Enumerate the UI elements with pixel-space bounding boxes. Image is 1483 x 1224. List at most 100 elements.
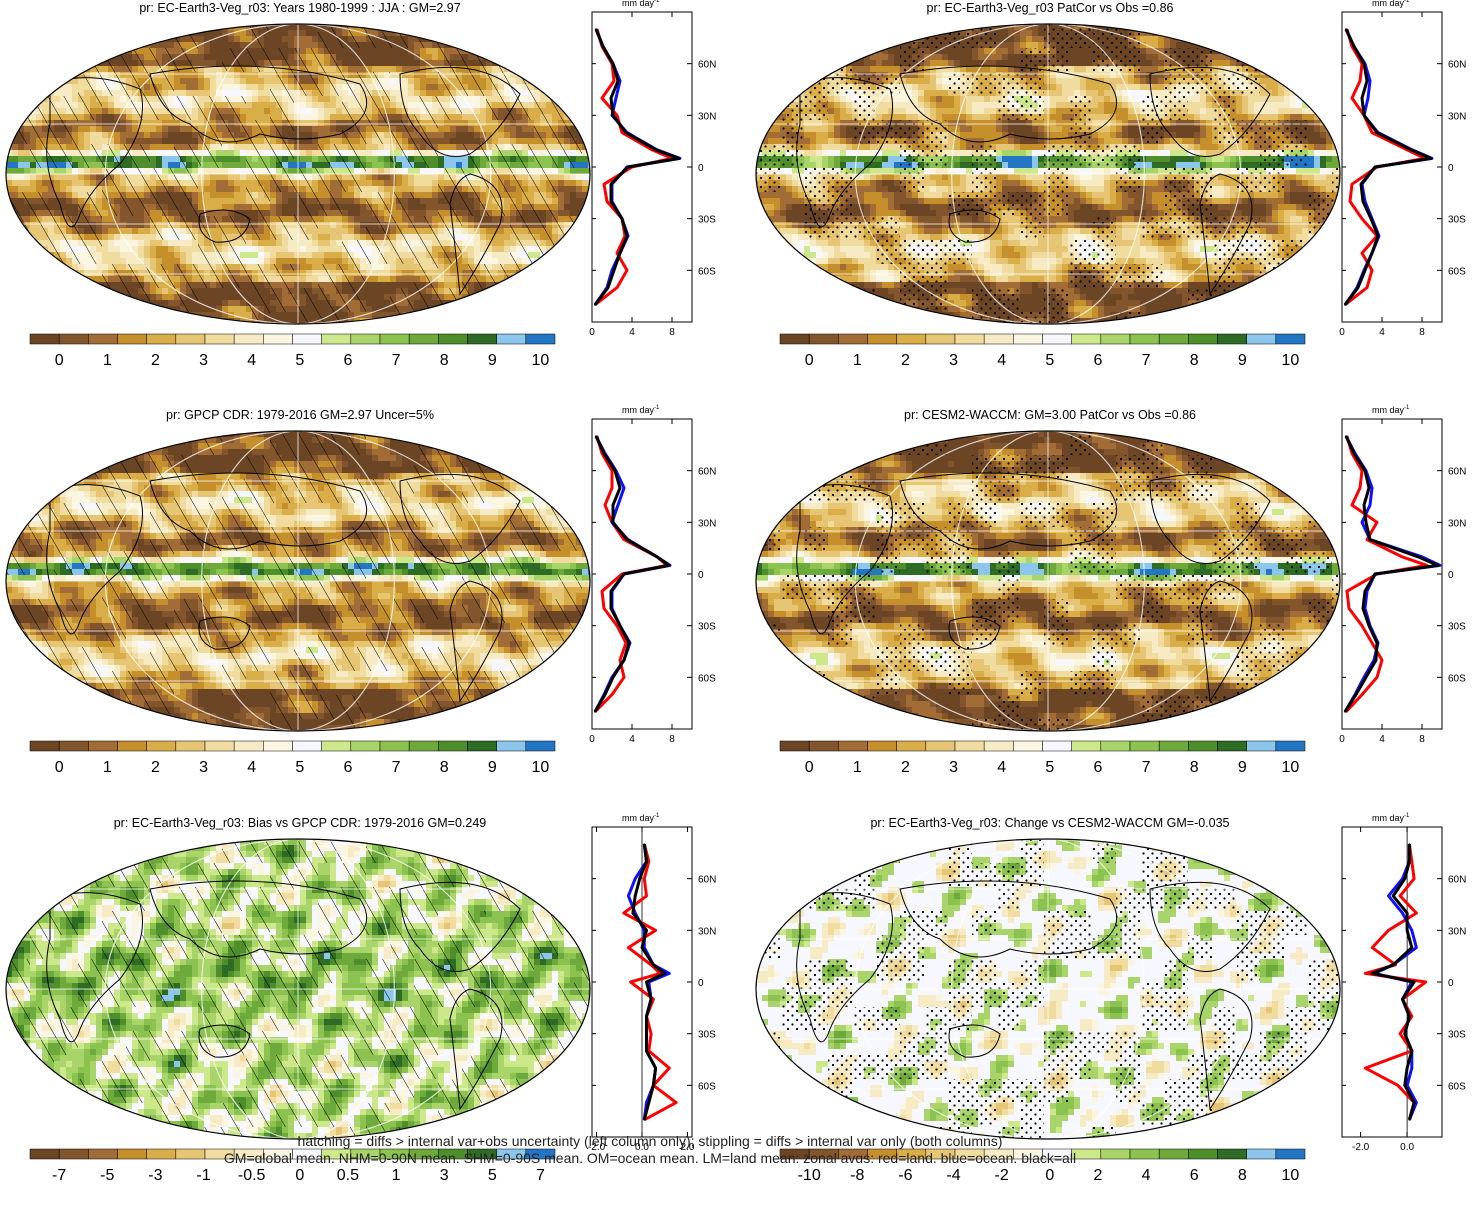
zonal-land-line-point [1361,217,1363,220]
zonal-frame [1341,11,1443,323]
zonal-all-line-point [623,573,625,575]
zonal-unit-text: mm day [1372,0,1404,8]
zonal-land-line-point [1364,1067,1367,1070]
zonal-land-line-point [1359,486,1361,489]
zonal-all-line-point [623,659,625,662]
zonal-xtick-label: 4 [1379,734,1385,745]
colorbar-swatch [1013,333,1043,345]
colorbar-swatch [233,333,264,345]
zonal-average-plot: 60N 30N 0 30S 60S 0 4 8 [1339,418,1466,745]
colorbar-label: 7 [536,1167,545,1184]
zonal-all-line-point [628,641,630,644]
zonal-land-line-point [1364,972,1367,975]
zonal-ytick-label: 60N [1448,467,1466,478]
zonal-land-line-point [611,693,613,696]
zonal-unit-text: mm day [622,405,654,415]
zonal-ocean-line-point [627,894,630,897]
colorbar-label: 6 [343,759,352,776]
colorbar-swatch [838,740,868,752]
colorbar-swatch [1217,740,1247,752]
zonal-all-line-point [668,564,670,567]
zonal-land-line-point [1396,1084,1399,1087]
colorbar-swatch [925,333,956,345]
zonal-land-line-point [603,607,605,610]
zonal-ytick-label: 60N [698,875,716,886]
zonal-ytick-label: 60N [1448,875,1466,886]
colorbar-swatch [1158,740,1189,752]
colorbar-swatch [1158,333,1189,345]
colorbar-swatch [350,740,381,752]
zonal-ytick-label: 30N [698,518,716,529]
colorbar-swatch [1100,740,1131,752]
zonal-unit-label: mm day-1 [1372,405,1409,415]
zonal-unit-text: mm day [622,0,654,8]
colorbar-label: 8 [440,759,449,776]
zonal-land-line-point [1371,269,1373,272]
colorbar-label: 1 [103,759,112,776]
zonal-all-line-point [1403,877,1406,880]
zonal-all-line-point [1345,28,1347,31]
zonal-land-line-point [616,624,618,627]
zonal-ytick-label: 0 [1448,570,1454,581]
zonal-average-plot: 60N 30N 0 30S 60S 0 4 8 [589,11,716,338]
zonal-ytick-label: 60N [698,60,716,71]
colorbar-swatch [1071,740,1102,752]
zonal-land-line-point [1366,286,1368,289]
zonal-all-line-point [610,200,612,203]
zonal-land-line-point [1346,590,1348,593]
zonal-land-line-point [668,1067,671,1070]
zonal-land-line-point [652,998,655,1001]
colorbar-swatch [1188,740,1218,752]
zonal-all-line-point [613,269,615,272]
zonal-ocean-line-point [1361,521,1363,524]
colorbar-swatch [954,740,985,752]
zonal-all-line [1343,28,1433,306]
colorbar-label: 6 [343,352,352,369]
zonal-all-line-point [1406,912,1409,915]
colorbar-swatch [29,333,60,345]
zonal-xtick-label: 4 [629,327,635,338]
zonal-all-line-point [1413,1101,1415,1104]
zonal-average-plot: 60N 30N 0 30S 60S -2.0 0.0 2.0 [588,826,716,1153]
zonal-unit-exponent: -1 [1404,813,1409,819]
zonal-land-line-point [1381,659,1383,662]
zonal-all-line-point [1371,972,1374,975]
colorbar-label: 5 [295,759,304,776]
zonal-land-line-point [623,538,625,541]
zonal-all-line-point [652,1084,655,1087]
zonal-all-line-point [1408,1015,1411,1018]
colorbar-swatch [1013,740,1043,752]
map-border [755,430,1341,732]
zonal-all-line-point [1364,269,1366,272]
zonal-land-line-point [613,79,615,82]
colorbar-label: 2 [1093,1167,1102,1184]
zonal-all-line-point [1366,79,1368,82]
zonal-land-line-point [601,97,603,100]
zonal-all-line-point [594,710,596,713]
zonal-xtick-label: 2.0 [681,1142,695,1153]
zonal-ocean-line-point [1369,79,1371,82]
map-border [755,838,1341,1140]
colorbar-label: 3 [949,759,958,776]
zonal-all-line-point [626,234,628,237]
footnote-hatching: hatching = diffs > internal var+obs unce… [0,1133,1300,1150]
zonal-all-line-point [604,693,606,696]
robinson-map [755,23,1341,325]
zonal-all-line-point [1408,860,1411,863]
zonal-all-line-point [1355,693,1357,696]
colorbar-label: 9 [1238,759,1247,776]
zonal-all-line-point [1401,998,1404,1001]
zonal-all-line-point [1365,521,1367,524]
colorbar-label: 8 [1190,352,1199,369]
zonal-land-line-point [1351,504,1353,507]
zonal-all-line-point [663,972,666,975]
robinson-map [5,838,591,1140]
zonal-all-line-point [1413,981,1415,983]
zonal-all-line [1343,435,1440,713]
zonal-land-line-point [616,114,618,117]
zonal-land-line-point [1376,521,1378,524]
zonal-all-line-point [1410,148,1412,151]
zonal-ocean-line-point [1401,912,1404,915]
zonal-all-line-point [654,1067,657,1070]
zonal-ocean-line-point [1415,1101,1418,1104]
